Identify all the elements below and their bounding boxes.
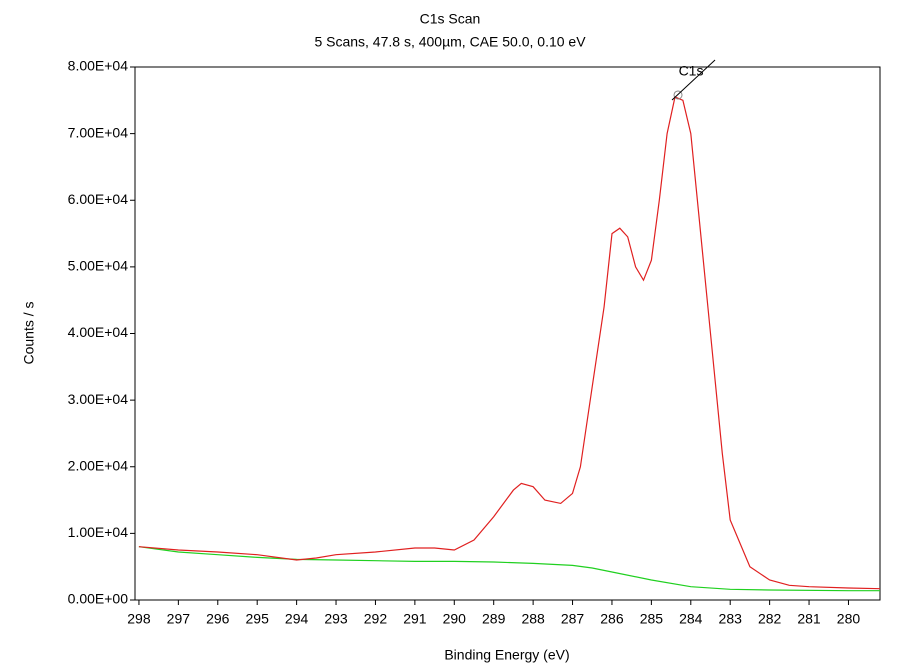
x-tick-label: 289	[482, 611, 506, 627]
x-tick-label: 294	[285, 611, 309, 627]
annotation-leader	[671, 59, 716, 101]
x-axis-label: Binding Energy (eV)	[444, 647, 569, 663]
x-tick-label: 297	[167, 611, 191, 627]
data-line	[138, 546, 880, 592]
y-tick-label: 5.00E+04	[68, 258, 129, 274]
y-tick-label: 2.00E+04	[68, 457, 129, 473]
x-tick-label: 280	[837, 611, 861, 627]
peak-marker	[673, 90, 683, 100]
y-tick-label: 8.00E+04	[68, 58, 129, 74]
x-tick-label: 296	[206, 611, 230, 627]
x-tick-label: 298	[127, 611, 151, 627]
x-tick-label: 287	[561, 611, 585, 627]
annotation: C1s	[679, 63, 704, 79]
x-tick-label: 292	[364, 611, 388, 627]
data-line	[138, 96, 881, 590]
y-tick-label: 7.00E+04	[68, 124, 129, 140]
y-tick-label: 3.00E+04	[68, 391, 129, 407]
y-tick-label: 4.00E+04	[68, 324, 129, 340]
x-tick-label: 281	[797, 611, 821, 627]
x-tick-label: 295	[246, 611, 270, 627]
x-tick-label: 282	[758, 611, 782, 627]
x-tick-label: 288	[521, 611, 545, 627]
chart-subtitle: 5 Scans, 47.8 s, 400µm, CAE 50.0, 0.10 e…	[314, 34, 586, 50]
x-tick-label: 283	[719, 611, 743, 627]
y-tick-label: 0.00E+00	[68, 591, 129, 607]
x-tick-label: 285	[640, 611, 664, 627]
y-axis-label: Counts / s	[21, 301, 37, 364]
x-tick-label: 293	[324, 611, 348, 627]
chart-title: C1s Scan	[420, 11, 481, 27]
x-tick-label: 291	[403, 611, 427, 627]
y-tick-label: 6.00E+04	[68, 191, 129, 207]
x-tick-label: 290	[443, 611, 467, 627]
y-tick-label: 1.00E+04	[68, 524, 129, 540]
plot-frame	[134, 66, 881, 601]
x-tick-label: 284	[679, 611, 703, 627]
x-tick-label: 286	[600, 611, 624, 627]
